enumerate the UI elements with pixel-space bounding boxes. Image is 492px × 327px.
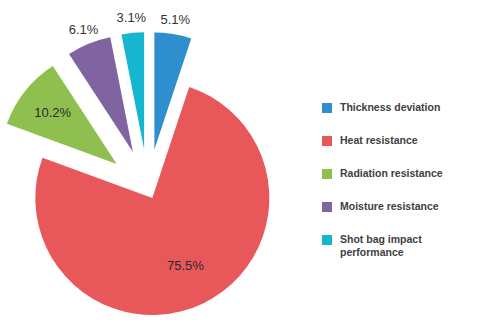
legend-label: Shot bag impactperformance: [340, 233, 422, 258]
legend-label: Heat resistance: [340, 134, 418, 146]
data-labels: 5.1% 75.5% 10.2% 6.1% 3.1%: [34, 10, 204, 273]
data-label: 6.1%: [69, 22, 99, 37]
legend-swatch: [322, 103, 332, 113]
pie: [7, 32, 269, 315]
legend-swatch: [322, 202, 332, 212]
legend-swatch: [322, 136, 332, 146]
data-label: 5.1%: [160, 12, 190, 27]
data-label: 3.1%: [117, 10, 147, 25]
legend: Thickness deviation Heat resistance Radiat…: [322, 101, 443, 258]
legend-label: Thickness deviation: [340, 101, 440, 113]
legend-swatch: [322, 169, 332, 179]
chart: 5.1% 75.5% 10.2% 6.1% 3.1% Thickness deviatio…: [0, 0, 492, 327]
legend-swatch: [322, 235, 332, 245]
slice: [121, 32, 144, 149]
legend-label: Moisture resistance: [340, 200, 439, 212]
slice: [69, 37, 133, 152]
legend-label: Radiation resistance: [340, 167, 443, 179]
data-label: 75.5%: [167, 258, 204, 273]
data-label: 10.2%: [34, 105, 71, 120]
